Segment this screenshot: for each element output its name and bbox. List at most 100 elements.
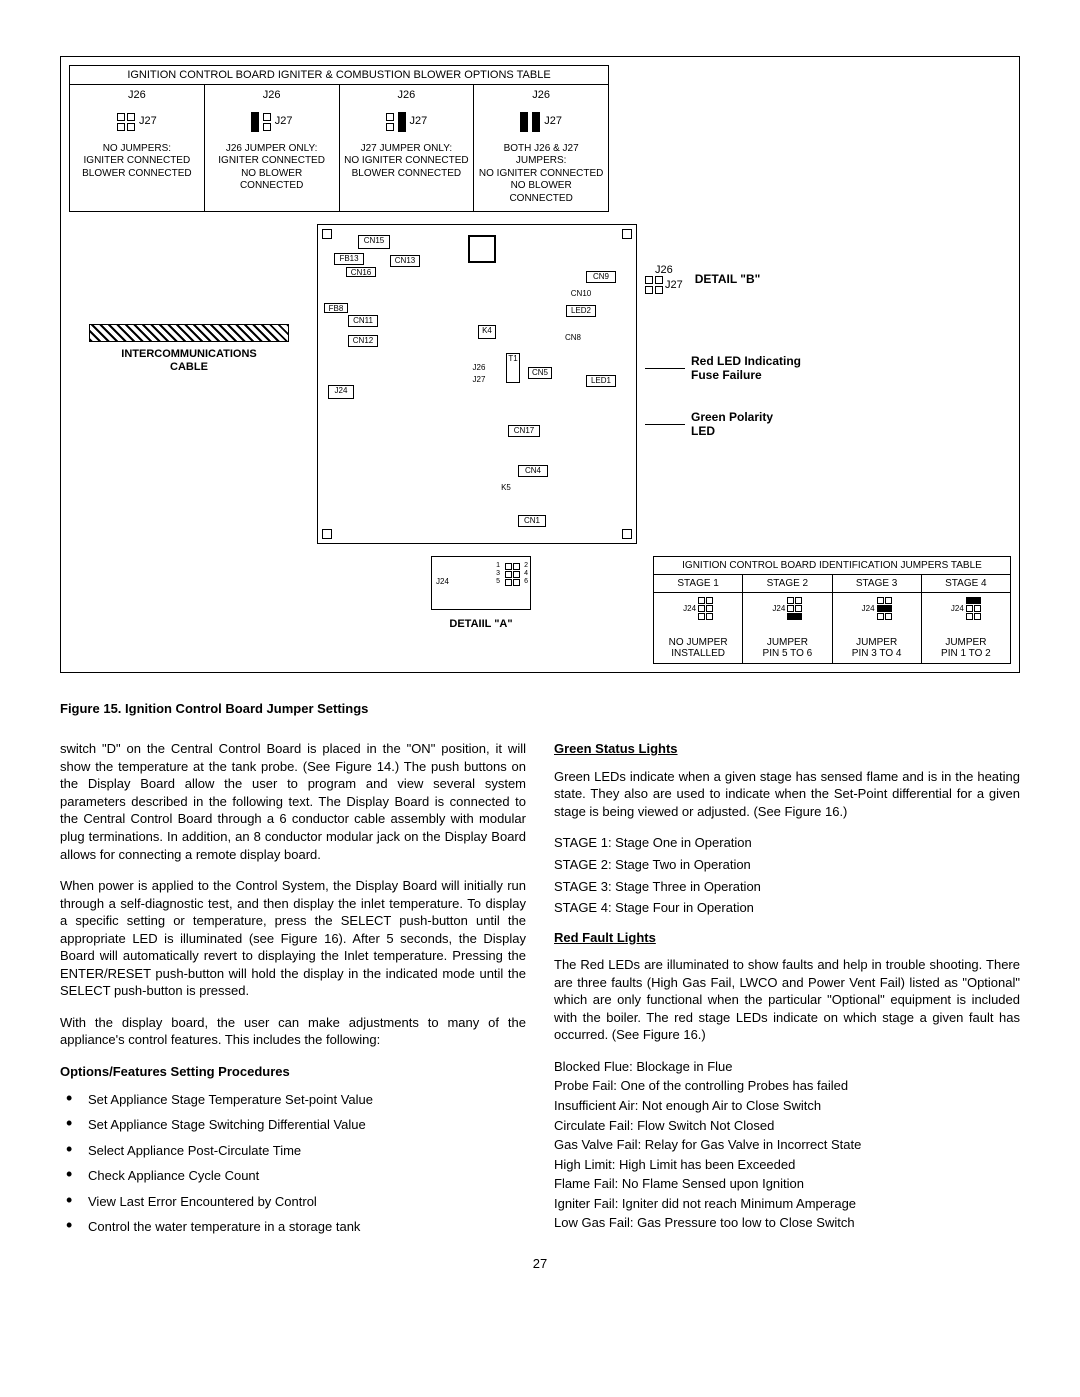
red-led-label: Red LED Indicating Fuse Failure bbox=[691, 354, 801, 382]
detail-b-j26: J26 bbox=[645, 264, 683, 276]
led2: LED2 bbox=[566, 305, 596, 317]
j27-board: J27 bbox=[468, 375, 490, 385]
fault-item: Circulate Fail: Flow Switch Not Closed bbox=[554, 1117, 1020, 1135]
options-heading: Options/Features Setting Procedures bbox=[60, 1063, 526, 1081]
cn8: CN8 bbox=[560, 333, 586, 343]
list-item: Select Appliance Post-Circulate Time bbox=[60, 1142, 526, 1160]
j26-label: J26 bbox=[532, 89, 550, 103]
opt-line: IGNITER CONNECTED bbox=[209, 155, 335, 168]
cn17: CN17 bbox=[508, 425, 540, 437]
j24-mini-label: J24 bbox=[862, 604, 875, 613]
pcb-diagram: CN15 FB13 CN16 CN13 FB8 CN11 CN12 J24 J2… bbox=[317, 224, 637, 544]
j24-mini-label: J24 bbox=[772, 604, 785, 613]
cn11: CN11 bbox=[348, 315, 378, 327]
k4: K4 bbox=[478, 325, 496, 339]
t1: T1 bbox=[506, 353, 520, 383]
ident-head: STAGE 1 bbox=[654, 575, 743, 592]
fault-item: Low Gas Fail: Gas Pressure too low to Cl… bbox=[554, 1214, 1020, 1232]
ident-cell-line: JUMPER bbox=[763, 637, 813, 648]
cn1: CN1 bbox=[518, 515, 546, 527]
stage-item: STAGE 4: Stage Four in Operation bbox=[554, 899, 1020, 917]
j26-label: J26 bbox=[263, 89, 281, 103]
opt-line: BOTH J26 & J27 JUMPERS: bbox=[478, 143, 604, 168]
options-col-4: J26 J27 BOTH J26 & J27 JUMPERS: NO IGNIT… bbox=[474, 85, 608, 211]
list-item: Control the water temperature in a stora… bbox=[60, 1218, 526, 1236]
j27-label: J27 bbox=[139, 115, 157, 129]
paragraph: switch "D" on the Central Control Board … bbox=[60, 740, 526, 863]
ident-head: STAGE 2 bbox=[743, 575, 832, 592]
fb8: FB8 bbox=[324, 303, 348, 313]
cn12: CN12 bbox=[348, 335, 378, 347]
paragraph: The Red LEDs are illuminated to show fau… bbox=[554, 956, 1020, 1044]
j24-mini-label: J24 bbox=[683, 604, 696, 613]
cn9: CN9 bbox=[586, 271, 616, 283]
fault-list: Blocked Flue: Blockage in Flue Probe Fai… bbox=[554, 1058, 1020, 1232]
cn16: CN16 bbox=[346, 267, 376, 277]
detail-b-j27: J27 bbox=[665, 279, 683, 291]
intercom-label: INTERCOMMUNICATIONS CABLE bbox=[69, 348, 309, 374]
paragraph: Green LEDs indicate when a given stage h… bbox=[554, 768, 1020, 821]
j26-label: J26 bbox=[398, 89, 416, 103]
led1: LED1 bbox=[586, 375, 616, 387]
cn10: CN10 bbox=[566, 289, 596, 299]
j24-detail-label: J24 bbox=[436, 577, 449, 586]
cn4: CN4 bbox=[518, 465, 548, 477]
page-number: 27 bbox=[60, 1256, 1020, 1271]
j27-label: J27 bbox=[410, 115, 428, 129]
detail-a-label: DETAIIL "A" bbox=[321, 618, 641, 630]
figure-caption: Figure 15. Ignition Control Board Jumper… bbox=[60, 701, 1020, 716]
opt-line: J27 JUMPER ONLY: bbox=[344, 143, 470, 156]
list-item: View Last Error Encountered by Control bbox=[60, 1193, 526, 1211]
j26-label: J26 bbox=[128, 89, 146, 103]
ident-cell-line: PIN 3 TO 4 bbox=[852, 648, 902, 659]
stage-item: STAGE 2: Stage Two in Operation bbox=[554, 856, 1020, 874]
fault-item: Igniter Fail: Igniter did not reach Mini… bbox=[554, 1195, 1020, 1213]
green-heading: Green Status Lights bbox=[554, 740, 1020, 758]
opt-line: NO IGNITER CONNECTED bbox=[478, 168, 604, 181]
cn5: CN5 bbox=[528, 367, 552, 379]
ident-head: STAGE 3 bbox=[833, 575, 922, 592]
paragraph: When power is applied to the Control Sys… bbox=[60, 877, 526, 1000]
options-col-2: J26 J27 J26 JUMPER ONLY: IGNITER CONNECT… bbox=[205, 85, 340, 211]
j24: J24 bbox=[328, 385, 354, 399]
stage-list: STAGE 1: Stage One in Operation STAGE 2:… bbox=[554, 834, 1020, 916]
cn13: CN13 bbox=[390, 255, 420, 267]
cn15: CN15 bbox=[358, 235, 390, 249]
fault-item: High Limit: High Limit has been Exceeded bbox=[554, 1156, 1020, 1174]
green-led-label: Green Polarity LED bbox=[691, 410, 773, 438]
list-item: Set Appliance Stage Switching Differenti… bbox=[60, 1116, 526, 1134]
options-list: Set Appliance Stage Temperature Set-poin… bbox=[60, 1091, 526, 1236]
fault-item: Flame Fail: No Flame Sensed upon Ignitio… bbox=[554, 1175, 1020, 1193]
j24-detail-box: J24 246 135 bbox=[431, 556, 531, 610]
lower-row: J24 246 135 DETAIIL "A" IGNITION CONTROL… bbox=[69, 556, 1011, 664]
j26-board: J26 bbox=[468, 363, 490, 373]
detail-b-label: DETAIL "B" bbox=[695, 272, 761, 286]
ident-cell-line: INSTALLED bbox=[669, 648, 728, 659]
board-row: INTERCOMMUNICATIONS CABLE CN15 FB13 CN16… bbox=[69, 224, 1011, 544]
opt-line: BLOWER CONNECTED bbox=[344, 168, 470, 181]
ident-table-title: IGNITION CONTROL BOARD IDENTIFICATION JU… bbox=[654, 557, 1010, 575]
opt-line: NO JUMPERS: bbox=[74, 143, 200, 156]
opt-line: NO BLOWER CONNECTED bbox=[478, 180, 604, 205]
ident-cell-line: JUMPER bbox=[941, 637, 991, 648]
ident-cell-line: NO JUMPER bbox=[669, 637, 728, 648]
list-item: Check Appliance Cycle Count bbox=[60, 1167, 526, 1185]
figure-container: IGNITION CONTROL BOARD IGNITER & COMBUST… bbox=[60, 56, 1020, 673]
left-column: switch "D" on the Central Control Board … bbox=[60, 740, 526, 1248]
stage-item: STAGE 3: Stage Three in Operation bbox=[554, 878, 1020, 896]
options-table-title: IGNITION CONTROL BOARD IGNITER & COMBUST… bbox=[70, 66, 608, 85]
ident-cell-line: PIN 1 TO 2 bbox=[941, 648, 991, 659]
opt-line: BLOWER CONNECTED bbox=[74, 168, 200, 181]
ident-cell-line: PIN 5 TO 6 bbox=[763, 648, 813, 659]
ident-cell-line: JUMPER bbox=[852, 637, 902, 648]
j27-label: J27 bbox=[275, 115, 293, 129]
fb13: FB13 bbox=[334, 253, 364, 265]
ident-head: STAGE 4 bbox=[922, 575, 1010, 592]
text-columns: switch "D" on the Central Control Board … bbox=[60, 740, 1020, 1248]
j27-label: J27 bbox=[544, 115, 562, 129]
fault-item: Probe Fail: One of the controlling Probe… bbox=[554, 1077, 1020, 1095]
opt-line: NO BLOWER CONNECTED bbox=[209, 168, 335, 193]
stage-item: STAGE 1: Stage One in Operation bbox=[554, 834, 1020, 852]
k5: K5 bbox=[498, 483, 514, 495]
fault-item: Gas Valve Fail: Relay for Gas Valve in I… bbox=[554, 1136, 1020, 1154]
